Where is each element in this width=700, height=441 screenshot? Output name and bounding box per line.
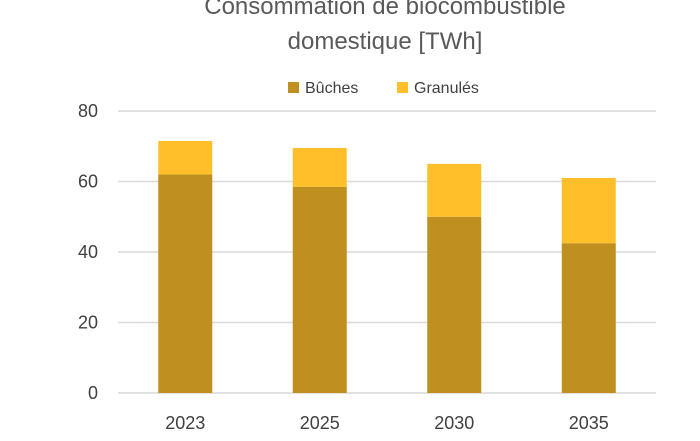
y-tick-label-80: 80 [78,101,98,121]
y-tick-label-0: 0 [88,383,98,403]
x-tick-label-2025: 2025 [300,413,340,433]
bar-buches-2035 [561,243,616,393]
bar-granules-2030 [427,163,482,217]
bar-buches-2030 [427,216,482,393]
bar-buches-2025 [292,186,347,393]
x-tick-label-2035: 2035 [569,413,609,433]
legend-label-granules: Granulés [414,80,479,97]
legend: Bûches Granulés [288,80,479,97]
legend-swatch-granules [397,82,408,93]
bars [158,140,616,393]
y-tick-label-20: 20 [78,313,98,333]
bar-buches-2023 [158,174,213,393]
x-axis-ticks: 2023 2025 2030 2035 [165,413,609,433]
legend-swatch-buches [288,82,299,93]
x-tick-label-2030: 2030 [434,413,474,433]
chart-title-line-2: domestique [TWh] [288,28,483,55]
y-tick-label-40: 40 [78,242,98,262]
bar-granules-2025 [292,148,347,187]
chart-title-line-1: Consommation de biocombustible [204,0,566,20]
bar-granules-2023 [158,140,213,175]
legend-label-buches: Bûches [305,80,358,97]
x-tick-label-2023: 2023 [165,413,205,433]
bar-granules-2035 [561,177,616,244]
y-axis-ticks: 0 20 40 60 80 [78,101,98,403]
chart-title: Consommation de biocombustible domestiqu… [204,0,566,55]
y-tick-label-60: 60 [78,172,98,192]
